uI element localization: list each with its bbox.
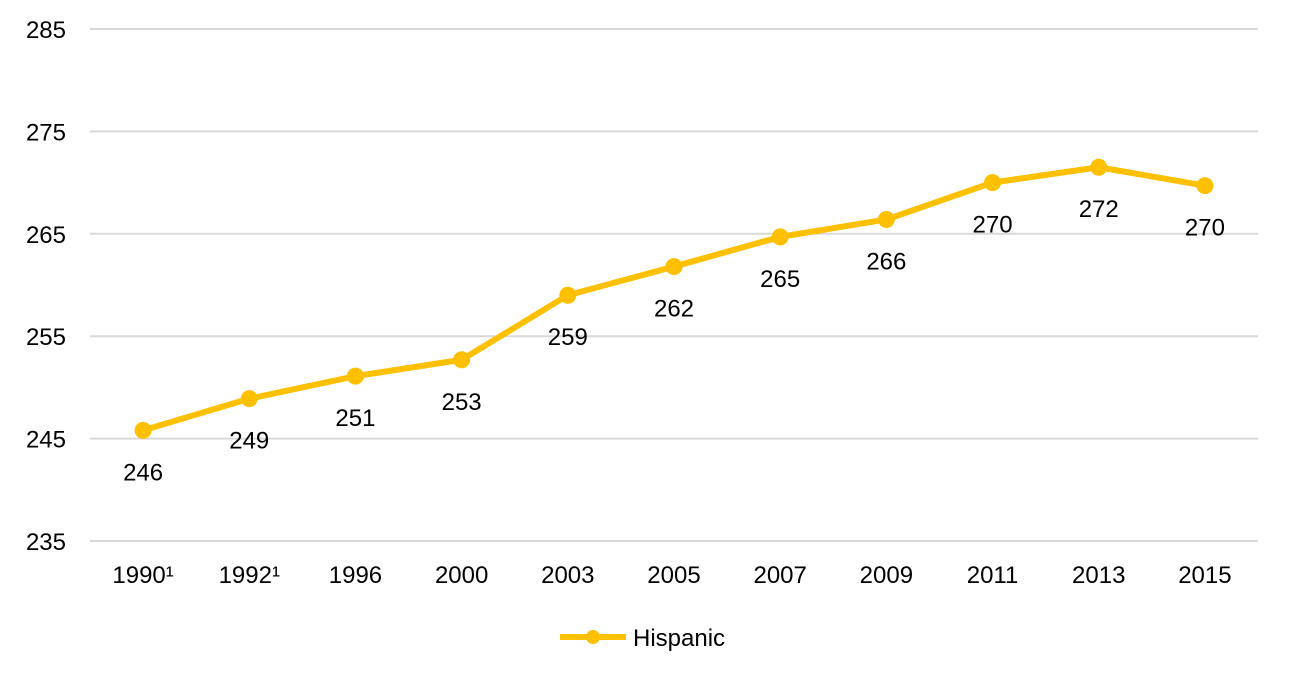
data-point xyxy=(984,174,1002,192)
gridlines xyxy=(90,28,1258,542)
data-point xyxy=(877,210,895,228)
legend: Hispanic xyxy=(560,625,725,652)
x-tick-label: 2003 xyxy=(541,562,594,589)
data-point xyxy=(771,228,789,246)
data-point xyxy=(1196,177,1214,195)
x-tick-label: 2009 xyxy=(860,562,913,589)
x-tick-label: 2005 xyxy=(647,562,700,589)
y-tick-label: 235 xyxy=(26,529,66,556)
data-label: 251 xyxy=(335,405,375,432)
y-axis-tick-labels: 285 275 265 255 245 235 xyxy=(26,17,66,556)
data-label: 249 xyxy=(229,428,269,455)
y-tick-label: 275 xyxy=(26,119,66,146)
x-tick-label: 2000 xyxy=(435,562,488,589)
data-label: 259 xyxy=(548,324,588,351)
y-tick-label: 285 xyxy=(26,17,66,44)
x-tick-label: 2013 xyxy=(1072,562,1125,589)
data-label: 266 xyxy=(866,248,906,275)
data-point xyxy=(1090,158,1108,176)
x-tick-label: 1992¹ xyxy=(219,562,280,589)
data-label: 246 xyxy=(123,459,163,486)
data-point xyxy=(453,351,471,369)
x-tick-label: 2011 xyxy=(967,562,1019,589)
legend-label-hispanic: Hispanic xyxy=(633,625,725,652)
x-axis-tick-labels: 1990¹ 1992¹ 1996 2000 2003 2005 2007 2009 2011 20… xyxy=(112,562,1231,589)
y-tick-label: 245 xyxy=(26,427,66,454)
data-label: 265 xyxy=(760,266,800,293)
data-label: 272 xyxy=(1079,196,1119,223)
data-point xyxy=(134,421,152,439)
y-tick-label: 255 xyxy=(26,324,66,351)
data-point xyxy=(240,390,258,408)
x-tick-label: 2015 xyxy=(1178,562,1231,589)
x-tick-label: 1990¹ xyxy=(112,562,173,589)
data-label: 270 xyxy=(973,212,1013,239)
data-label: 262 xyxy=(654,296,694,323)
data-label: 253 xyxy=(442,389,482,416)
x-tick-label: 1996 xyxy=(329,562,382,589)
x-tick-label: 2007 xyxy=(753,562,806,589)
data-point xyxy=(665,258,683,276)
data-point xyxy=(346,367,364,385)
legend-marker-swatch xyxy=(586,630,600,644)
y-tick-label: 265 xyxy=(26,222,66,249)
data-label: 270 xyxy=(1185,215,1225,242)
data-labels: 246 249 251 253 259 262 265 266 270 272 270 xyxy=(123,196,1225,486)
series-hispanic xyxy=(134,158,1214,439)
data-point xyxy=(559,286,577,304)
